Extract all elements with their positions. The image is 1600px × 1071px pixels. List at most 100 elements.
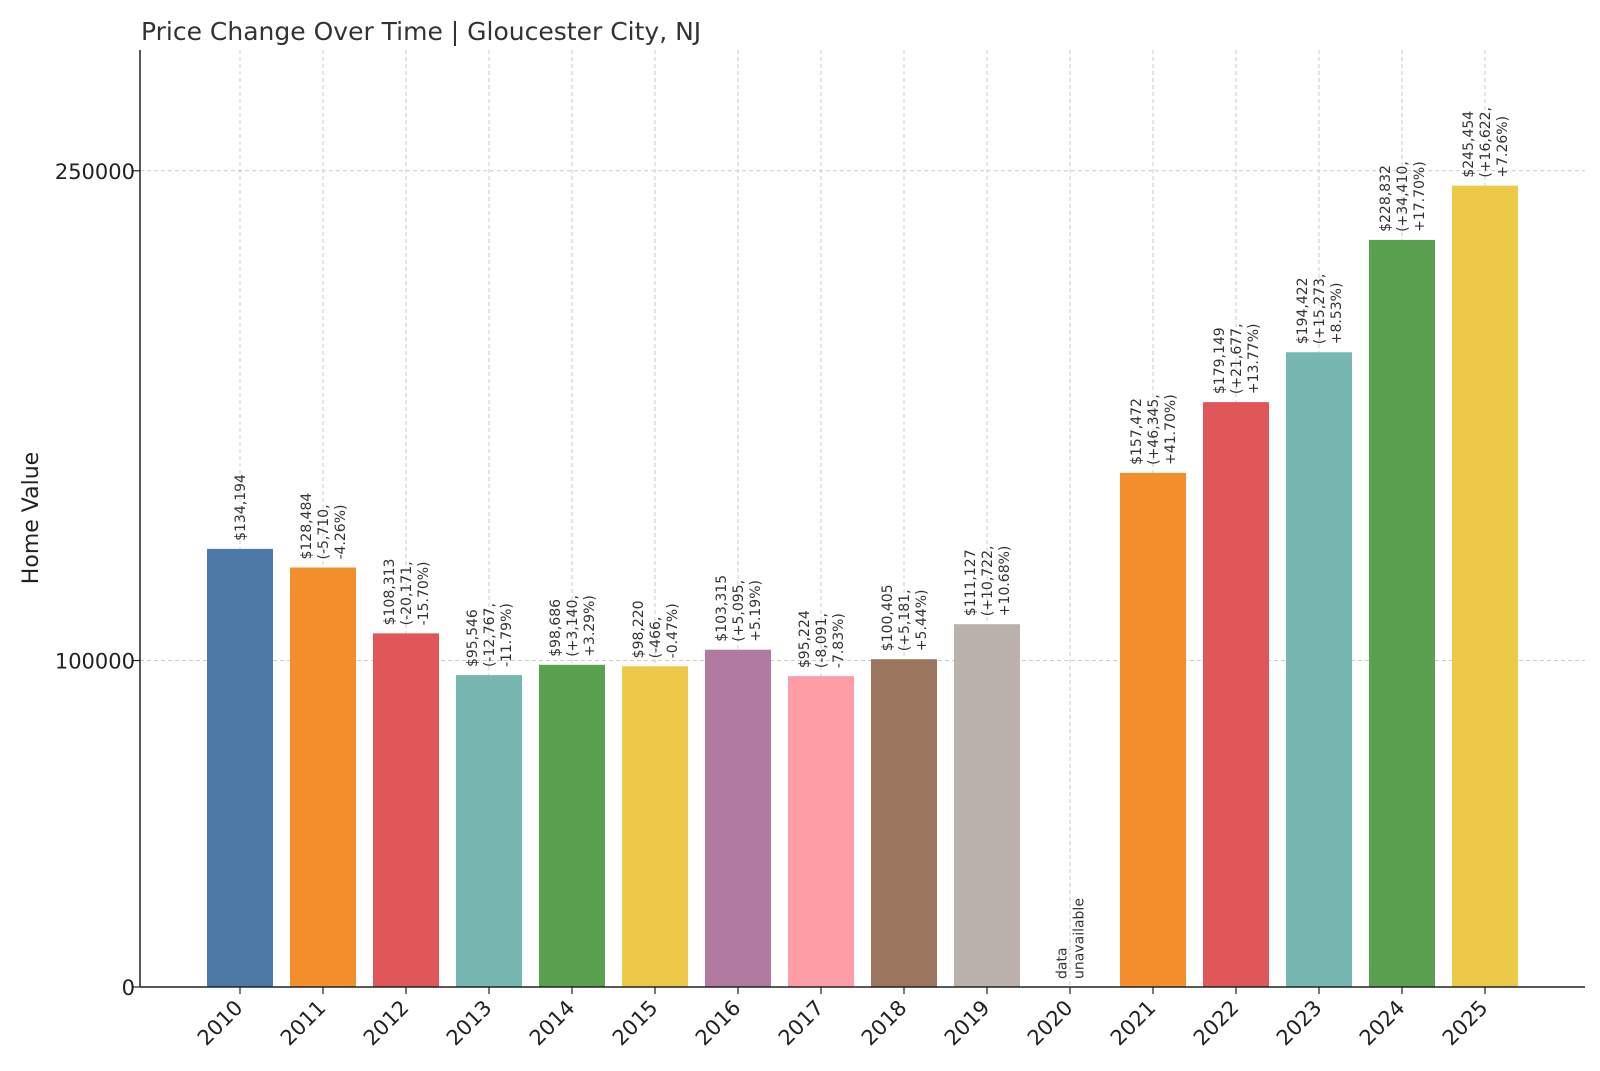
x-tick-label: 2022 — [1189, 996, 1244, 1051]
bar-value-text: $228,832(+34,410,+17.70%) — [1378, 161, 1428, 232]
bar — [1286, 352, 1352, 988]
bar-value-label: $128,484(-5,710,-4.26%) — [299, 493, 349, 560]
bar-value-label: $157,472(+46,345,+41.70%) — [1129, 394, 1179, 465]
bar-value-line: (-12,767, — [482, 603, 498, 667]
y-tick-label: 0 — [122, 976, 135, 1000]
bar-labels: $134,194 $128,484(-5,710,-4.26%)$108,313(… — [233, 107, 1511, 979]
bar — [456, 675, 522, 987]
bar-value-line: $228,832 — [1378, 165, 1394, 232]
x-tick-label: 2025 — [1438, 996, 1493, 1051]
axes — [139, 50, 1585, 988]
bar-value-line: $95,224 — [797, 610, 813, 668]
bar-value-line: $108,313 — [382, 559, 398, 626]
bar-value-label: $95,546(-12,767,-11.79%) — [465, 603, 515, 667]
x-tick-label: 2020 — [1023, 996, 1078, 1051]
y-tick-label: 250000 — [55, 160, 135, 184]
bar-value-line: (+3,140, — [565, 595, 581, 657]
x-tick-label: 2021 — [1106, 996, 1161, 1051]
bar-value-label: $228,832(+34,410,+17.70%) — [1378, 161, 1428, 232]
bar-value-line: (+5,095, — [731, 580, 747, 642]
bar-value-text: $98,220(-466,-0.47%) — [631, 600, 681, 658]
bar-value-line: data — [1055, 947, 1071, 979]
bar-value-line: +17.70%) — [1412, 161, 1428, 232]
bar-value-label: dataunavailable — [1055, 898, 1088, 979]
x-tick-label: 2016 — [691, 996, 746, 1051]
bar-value-line: $95,546 — [465, 609, 481, 667]
bar — [290, 567, 356, 987]
bars — [207, 185, 1518, 988]
bar — [1369, 239, 1435, 988]
bar-value-label: $245,454(+16,622,+7.26%) — [1461, 107, 1511, 178]
bar-value-line: +8.53%) — [1329, 283, 1345, 345]
x-tick-label: 2011 — [276, 996, 331, 1051]
bar — [1203, 402, 1269, 987]
bar-value-line: +5.19%) — [748, 580, 764, 642]
bar — [622, 666, 688, 987]
bar-value-line: (+46,345, — [1146, 394, 1162, 465]
bar-value-text: $157,472(+46,345,+41.70%) — [1129, 394, 1179, 465]
bar-value-line: $98,220 — [631, 600, 647, 658]
bar-value-line: +41.70%) — [1163, 394, 1179, 465]
y-tick-label: 100000 — [55, 650, 135, 674]
bar-value-label: $179,149(+21,677,+13.77%) — [1212, 323, 1262, 394]
bar-value-line: -4.26%) — [333, 505, 349, 560]
bar-value-line: +10.68%) — [997, 546, 1013, 617]
bar-value-text: $194,422(+15,273,+8.53%) — [1295, 274, 1345, 345]
grid — [140, 50, 1585, 987]
x-tick-label: 2015 — [608, 996, 663, 1051]
bar-value-text: $134,194 — [233, 474, 249, 541]
x-tick-label: 2019 — [940, 996, 995, 1051]
bar-value-label: $111,127(+10,722,+10.68%) — [963, 546, 1013, 617]
bar-value-line: $134,194 — [233, 474, 249, 541]
bar-value-line: (-20,171, — [399, 561, 415, 625]
bar-value-label: $194,422(+15,273,+8.53%) — [1295, 274, 1345, 345]
bar — [207, 548, 273, 987]
bar-value-line: $100,405 — [880, 584, 896, 651]
bar-value-label: $134,194 — [233, 474, 249, 541]
bar-value-label: $103,315(+5,095,+5.19%) — [714, 575, 764, 642]
bar-value-line: $111,127 — [963, 549, 979, 616]
bar-value-text: $245,454(+16,622,+7.26%) — [1461, 107, 1511, 178]
bar-value-line: (+34,410, — [1395, 161, 1411, 232]
bar-value-line: $245,454 — [1461, 111, 1477, 178]
bar-value-line: $179,149 — [1212, 327, 1228, 394]
bar-value-line: (-466, — [648, 617, 664, 659]
bar — [1452, 185, 1518, 988]
bar-value-text: $95,224(-8,091,-7.83%) — [797, 610, 847, 668]
bar — [705, 649, 771, 987]
bar-value-line: (+10,722, — [980, 546, 996, 617]
bar-value-line: +5.44%) — [914, 590, 930, 652]
bar-value-label: $95,224(-8,091,-7.83%) — [797, 610, 847, 668]
x-tick-label: 2023 — [1272, 996, 1327, 1051]
bar-value-line: +13.77%) — [1246, 324, 1262, 395]
bar-value-text: $100,405(+5,181,+5.44%) — [880, 584, 930, 651]
bar-value-line: -15.70%) — [416, 561, 432, 625]
bar-value-label: $98,686(+3,140,+3.29%) — [548, 595, 598, 657]
bar-value-line: +7.26%) — [1495, 116, 1511, 178]
bar — [539, 664, 605, 987]
bar-value-line: -11.79%) — [499, 603, 515, 667]
bar-value-text: $103,315(+5,095,+5.19%) — [714, 575, 764, 642]
y-axis-label: Home Value — [19, 452, 44, 584]
bar-value-line: (+5,181, — [897, 589, 913, 651]
bar-value-text: $179,149(+21,677,+13.77%) — [1212, 323, 1262, 394]
bar — [788, 676, 854, 987]
bar-value-line: +3.29%) — [582, 595, 598, 657]
bar-value-line: (-5,710, — [316, 504, 332, 559]
bar-value-line: $103,315 — [714, 575, 730, 642]
bar-value-line: $194,422 — [1295, 277, 1311, 344]
x-tick-label: 2017 — [774, 996, 829, 1051]
bar-value-line: -0.47%) — [665, 603, 681, 658]
x-tick-label: 2024 — [1355, 996, 1410, 1051]
bar-value-line: (-8,091, — [814, 613, 830, 668]
bar-value-text: $108,313(-20,171,-15.70%) — [382, 559, 432, 626]
x-tick-label: 2012 — [359, 996, 414, 1051]
bar-value-line: $157,472 — [1129, 398, 1145, 465]
x-tick-label: 2018 — [857, 996, 912, 1051]
bar-value-line: -7.83%) — [831, 613, 847, 668]
bar-value-line: $98,686 — [548, 599, 564, 657]
bar — [871, 659, 937, 987]
bar-value-label: $108,313(-20,171,-15.70%) — [382, 559, 432, 626]
